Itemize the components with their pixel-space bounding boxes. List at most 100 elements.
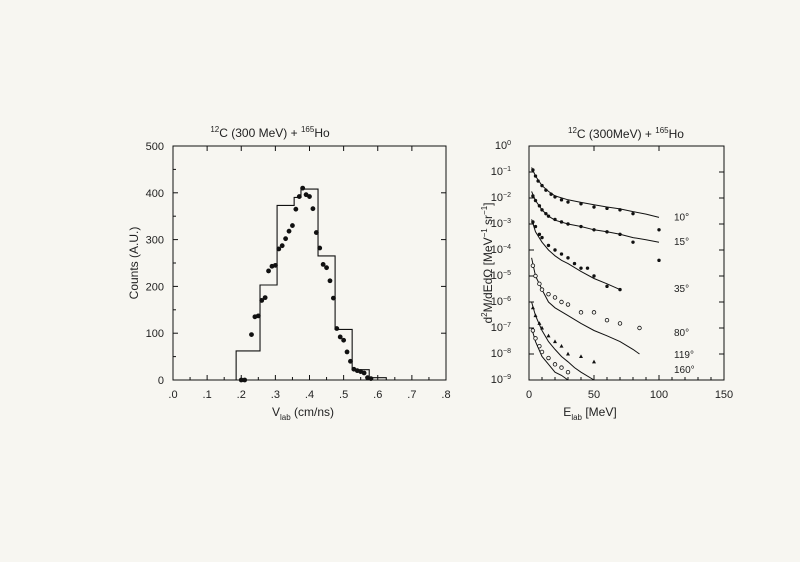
data-point [605, 206, 609, 211]
data-point [533, 198, 538, 203]
y-tick-label: 400 [146, 188, 164, 200]
data-point [537, 204, 542, 208]
data-point [631, 240, 635, 244]
y-tick-label: 10−9 [491, 374, 511, 386]
data-point [546, 214, 551, 218]
y-tick-label: 200 [146, 281, 164, 293]
data-point [605, 230, 609, 234]
data-point [618, 208, 622, 212]
right-chart: 12C (300MeV) + 165Ho 0 50 100 150 10010−110… [480, 126, 733, 422]
data-point [592, 359, 596, 364]
right-ylabel-sr: sr [481, 215, 495, 228]
data-point [553, 217, 557, 222]
data-point [533, 336, 538, 341]
x-tick-label: .3 [271, 389, 280, 401]
data-point [276, 246, 282, 252]
y-tick-label: 10−8 [491, 348, 511, 360]
data-point [279, 243, 285, 249]
data-point [531, 194, 535, 198]
data-point [578, 310, 584, 315]
data-point [348, 358, 353, 364]
right-x-label-sub: lab [571, 413, 582, 422]
data-point [530, 263, 536, 268]
series-label: 15° [674, 237, 689, 248]
data-point [307, 194, 312, 199]
x-tick-label: 50 [588, 389, 600, 401]
data-point [572, 261, 577, 266]
y-tick-label: 300 [146, 235, 164, 247]
curve-1 [531, 191, 660, 243]
data-point [334, 326, 340, 331]
right-x-label-e: E [563, 405, 571, 419]
data-point [566, 351, 570, 356]
right-curves [531, 167, 660, 381]
data-point [579, 202, 583, 206]
data-point [537, 321, 542, 325]
data-point [537, 281, 542, 287]
y-tick-label: 10−5 [491, 270, 511, 282]
right-ylabel-d: d [481, 317, 495, 324]
data-point [579, 354, 583, 359]
left-x-label-v: V [272, 405, 280, 419]
data-point [537, 232, 542, 237]
left-histogram [235, 188, 387, 380]
data-point [262, 295, 268, 301]
data-point [579, 224, 583, 229]
data-point [605, 284, 609, 289]
left-y-tick-labels: 0 100 200 300 400 500 [146, 141, 164, 387]
curve-0 [531, 167, 660, 218]
left-title-sup-12: 12 [210, 125, 219, 134]
data-point [631, 211, 635, 216]
series-label: 119° [674, 350, 694, 361]
x-tick-label: 150 [715, 389, 733, 401]
x-tick-label: .7 [407, 389, 416, 401]
data-point [259, 298, 265, 303]
data-point [566, 256, 570, 260]
y-tick-label: 500 [146, 141, 164, 153]
data-point [559, 198, 564, 202]
y-tick-label: 100 [146, 328, 164, 340]
data-point [540, 325, 544, 330]
data-point [540, 235, 544, 240]
left-x-tick-labels: .0 .1 .2 .3 .4 .5 .6 .7 .8 [168, 389, 450, 401]
data-point [310, 206, 316, 212]
data-point [255, 313, 261, 319]
data-point [536, 179, 540, 183]
data-point [591, 310, 597, 315]
right-points [530, 168, 661, 375]
right-ylabel-mid: M/dEdΩ [MeV [481, 237, 495, 312]
data-point [559, 220, 564, 224]
right-series-labels: 10° 15° 35° 80° 119° 160° [674, 212, 695, 376]
left-axis-ticks [172, 145, 447, 381]
data-point [337, 334, 343, 340]
left-chart: 12C (300 MeV) + 165Ho .0 .1 .2 .3 .4 .5 .6 .7 .8… [127, 125, 451, 422]
left-x-label-sub: lab [280, 413, 291, 422]
data-point [286, 228, 292, 234]
y-tick-label: 10−1 [491, 166, 511, 178]
data-point [579, 266, 583, 270]
data-point [341, 337, 347, 343]
data-point [553, 195, 557, 199]
right-title-sup-165: 165 [655, 126, 669, 135]
data-point [238, 377, 244, 383]
y-tick-label: 10−6 [491, 296, 511, 308]
x-tick-label: 0 [526, 389, 532, 401]
data-point [296, 194, 302, 199]
data-point [533, 273, 538, 279]
x-tick-label: .2 [237, 389, 246, 401]
y-tick-label: 0 [158, 375, 164, 387]
right-plot-frame [528, 145, 725, 381]
right-x-label-unit: [MeV] [582, 405, 617, 419]
data-point [559, 299, 564, 305]
right-ylabel-supm1b: −1 [480, 205, 489, 215]
left-plot-frame [172, 145, 447, 381]
data-point [553, 339, 557, 344]
data-point [566, 222, 570, 226]
data-point [344, 349, 350, 355]
data-point [549, 192, 553, 196]
data-point [320, 262, 326, 267]
x-tick-label: .5 [339, 389, 348, 401]
x-tick-label: 100 [650, 389, 668, 401]
right-x-axis-label: Elab [MeV] [563, 405, 616, 422]
